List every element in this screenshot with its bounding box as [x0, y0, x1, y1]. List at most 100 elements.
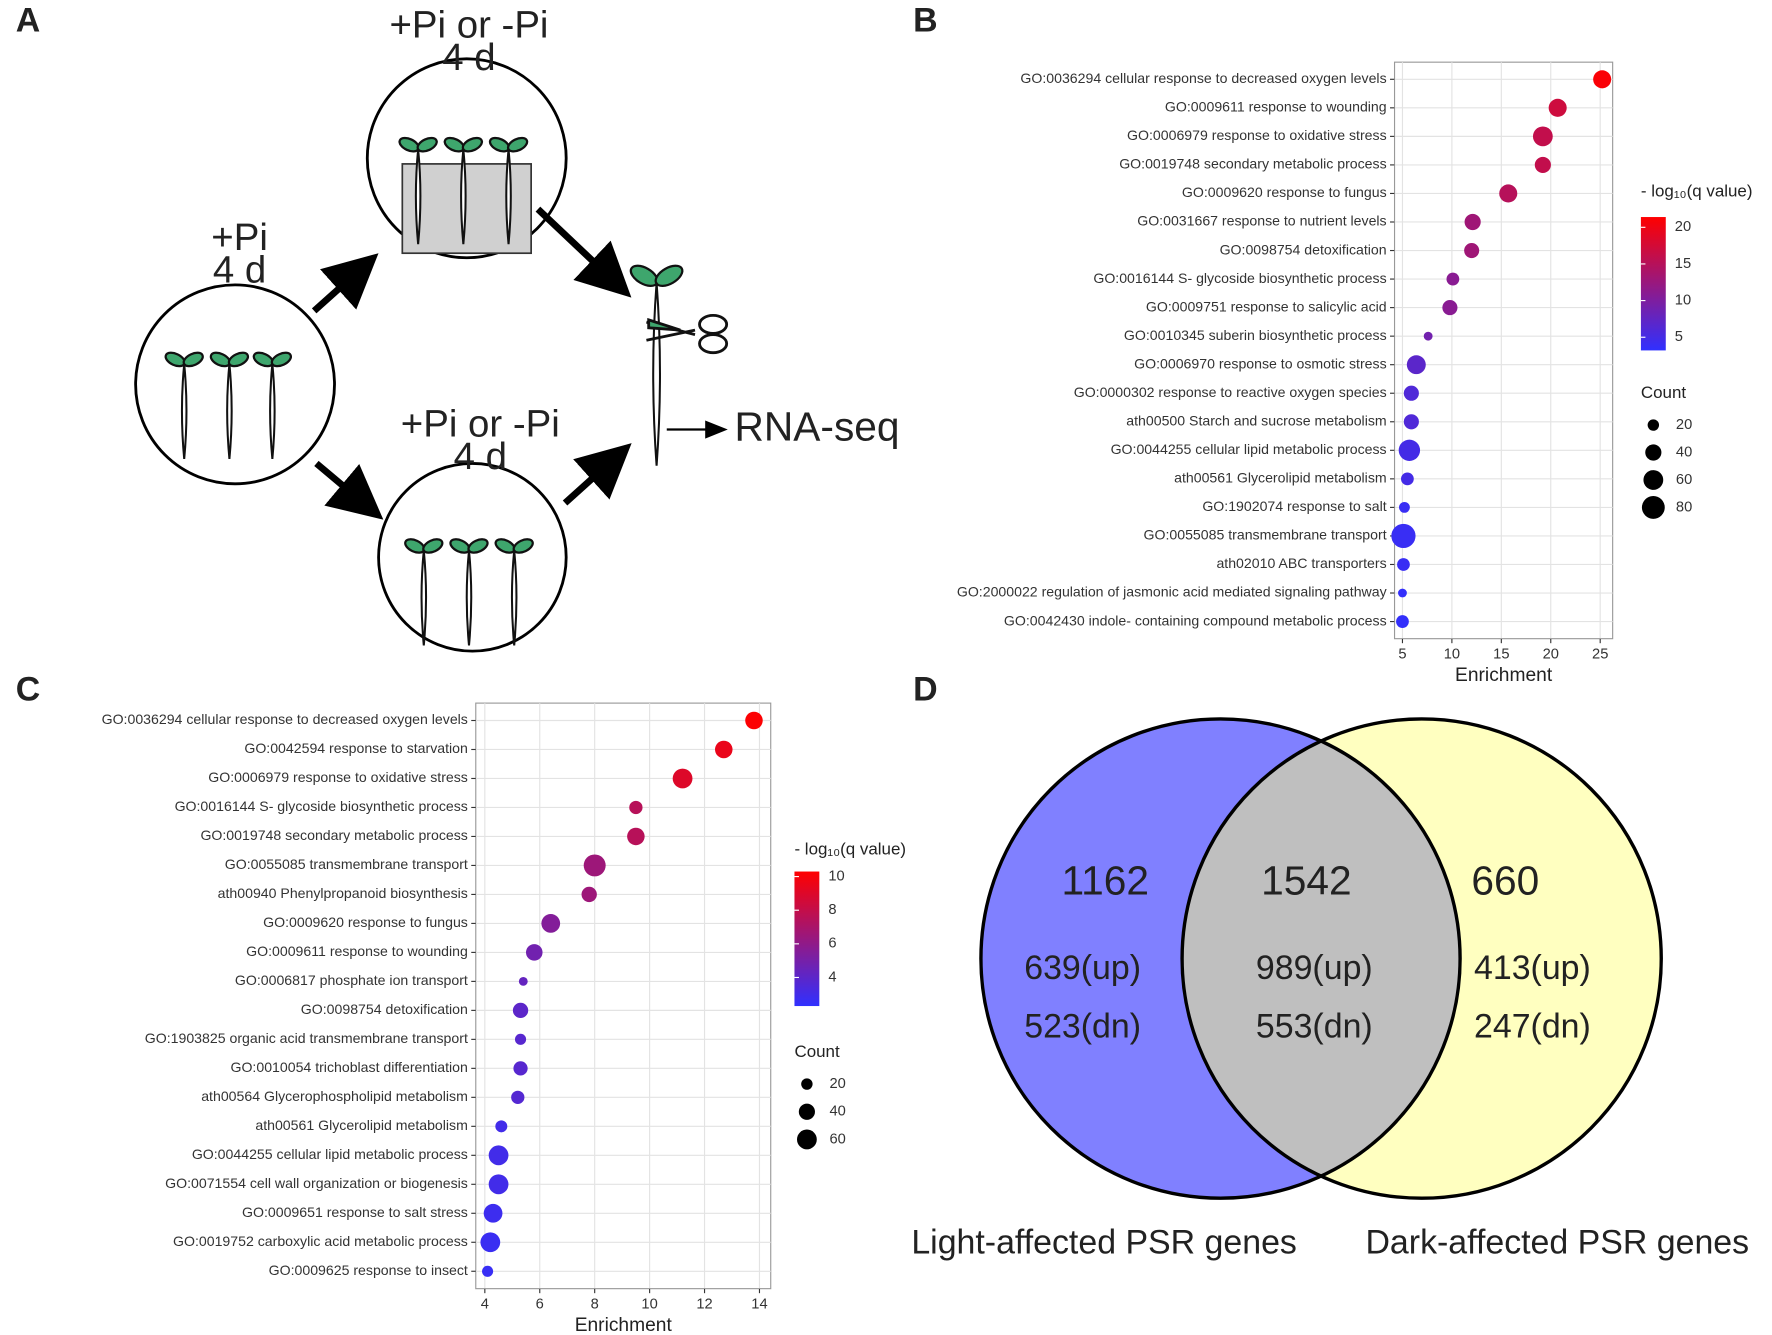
bubble — [1403, 414, 1419, 430]
size-key — [1647, 419, 1660, 431]
bubble — [1593, 70, 1612, 89]
venn-outline — [1180, 717, 1663, 1200]
bubble — [629, 800, 643, 815]
panel-letter: C — [16, 671, 40, 709]
arrows — [311, 206, 632, 520]
y-tick-label: GO:0009651 response to salt stress — [242, 1204, 468, 1220]
y-tick-label: GO:2000022 regulation of jasmonic acid m… — [957, 584, 1388, 600]
y-tick-label: GO:0009625 response to insect — [269, 1262, 468, 1278]
set-name: Light-affected PSR genes — [911, 1224, 1297, 1262]
bubble — [1548, 98, 1567, 117]
y-tick-label: ath00940 Phenylpropanoid biosynthesis — [218, 885, 468, 901]
x-tick-label: 6 — [536, 1296, 544, 1312]
panel-1: C 4 6 8 10 12 14 Enrichment GO:0036294 cellular … — [16, 671, 906, 1335]
x-tick-label: 4 — [481, 1296, 489, 1312]
venn-down: 523(dn) — [1024, 1008, 1141, 1046]
y-tick-label: ath00500 Starch and sucrose metabolism — [1126, 413, 1386, 429]
colorbar-label: 4 — [828, 969, 836, 985]
condition: +Pi — [211, 216, 268, 259]
condition: +Pi or -Pi — [389, 3, 548, 46]
x-tick-label: 15 — [1493, 646, 1509, 662]
colorbar-label: 10 — [828, 868, 844, 884]
bubble — [488, 1145, 509, 1166]
venn-overlap — [1182, 718, 1461, 1199]
size-key — [797, 1129, 817, 1150]
y-tick-label: GO:0036294 cellular response to decrease… — [1020, 70, 1386, 86]
y-tick-label: GO:0055085 transmembrane transport — [1144, 527, 1387, 543]
x-tick-label: 5 — [1398, 646, 1406, 662]
dark-box — [401, 163, 532, 255]
bubble — [1423, 331, 1433, 341]
panel-letter: A — [16, 2, 40, 40]
y-tick-label: ath00564 Glycerophospholipid metabolism — [201, 1088, 468, 1104]
set-name: Dark-affected PSR genes — [1365, 1224, 1749, 1262]
y-tick-label: ath00561 Glycerolipid metabolism — [255, 1117, 468, 1133]
y-tick-label: GO:0098754 detoxification — [1220, 241, 1387, 257]
colorbar-label: 20 — [1675, 219, 1691, 235]
bubble — [1446, 272, 1460, 286]
y-tick-label: GO:0006979 response to oxidative stress — [1127, 127, 1387, 143]
plot-area — [1393, 61, 1614, 640]
x-axis-title: Enrichment — [1455, 665, 1553, 686]
bubble — [745, 711, 763, 730]
legend-title: Count — [794, 1042, 839, 1061]
bubble — [1534, 156, 1551, 173]
y-tick-label: GO:0042430 indole- containing compound m… — [1004, 612, 1387, 628]
y-tick-label: GO:1903825 organic acid transmembrane tr… — [145, 1030, 468, 1046]
y-tick-label: GO:0016144 S- glycoside biosynthetic pro… — [175, 798, 468, 814]
bubble — [541, 914, 561, 933]
plot-area — [475, 702, 772, 1290]
bubble — [1442, 300, 1458, 316]
bubble — [511, 1090, 525, 1104]
y-tick-label: GO:0036294 cellular response to decrease… — [102, 711, 468, 727]
size-key-label: 40 — [1676, 444, 1692, 460]
x-tick-label: 10 — [1444, 646, 1460, 662]
x-tick-label: 10 — [641, 1296, 657, 1312]
size-key-label: 60 — [1676, 472, 1692, 488]
colorbar-label: 6 — [828, 936, 836, 952]
x-tick-label: 8 — [591, 1296, 599, 1312]
y-tick-label: GO:0006970 response to osmotic stress — [1134, 355, 1386, 371]
y-tick-label: GO:0019748 secondary metabolic process — [200, 827, 467, 843]
y-tick-label: GO:0000302 response to reactive oxygen s… — [1074, 384, 1387, 400]
venn-outline — [979, 717, 1462, 1200]
bubble — [1403, 385, 1419, 401]
y-tick-label: GO:0019752 carboxylic acid metabolic pro… — [173, 1233, 468, 1249]
bubble — [1391, 523, 1416, 549]
y-tick-label: GO:0098754 detoxification — [301, 1001, 468, 1017]
colorbar — [794, 871, 820, 1007]
size-key — [801, 1078, 813, 1090]
colorbar-label: 10 — [1675, 292, 1691, 308]
colorbar-label: 15 — [1675, 256, 1691, 272]
bubble — [1398, 588, 1407, 598]
y-tick-label: GO:1902074 response to salt — [1202, 498, 1386, 514]
output-label: RNA-seq — [735, 403, 900, 449]
y-tick-label: ath00561 Glycerolipid metabolism — [1174, 470, 1387, 486]
y-tick-label: GO:0071554 cell wall organization or bio… — [165, 1175, 468, 1191]
y-tick-label: GO:0016144 S- glycoside biosynthetic pro… — [1093, 270, 1386, 286]
x-tick-label: 20 — [1543, 646, 1559, 662]
bubble — [1398, 439, 1421, 461]
bubble — [1499, 184, 1518, 203]
bubble — [1464, 213, 1481, 231]
bubble — [1399, 501, 1410, 513]
venn-up: 989(up) — [1256, 949, 1373, 987]
size-key — [1645, 444, 1662, 461]
duration: 4 d — [442, 36, 495, 79]
venn-count: 1162 — [1062, 858, 1149, 904]
y-tick-label: ath02010 ABC transporters — [1216, 555, 1386, 571]
bubble — [1396, 615, 1409, 628]
y-tick-label: GO:0009611 response to wounding — [246, 943, 468, 959]
size-key-label: 60 — [829, 1131, 845, 1147]
y-tick-label: GO:0055085 transmembrane transport — [225, 856, 468, 872]
panel-letter: B — [913, 2, 937, 40]
bubble — [715, 740, 733, 759]
colorbar — [1640, 217, 1666, 351]
y-tick-label: GO:0009620 response to fungus — [263, 914, 468, 930]
plate-circle — [134, 283, 336, 486]
size-key-label: 40 — [829, 1104, 845, 1120]
x-tick-label: 14 — [751, 1296, 767, 1312]
bubble — [583, 854, 606, 877]
